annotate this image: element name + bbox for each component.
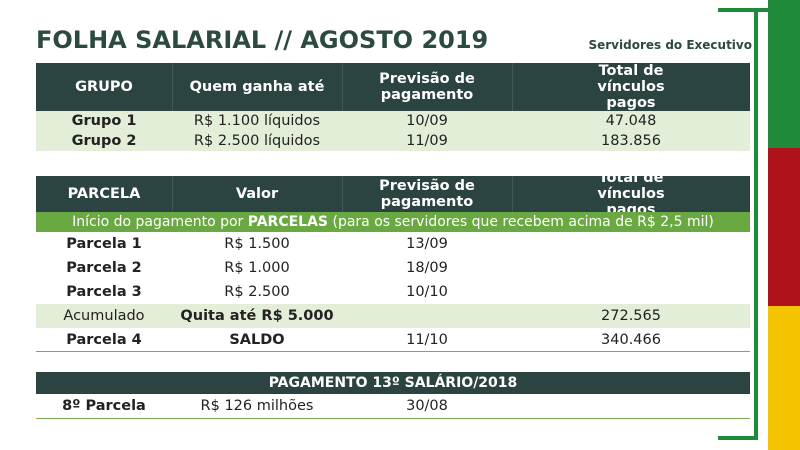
flag-red-bar: [768, 148, 800, 306]
cell-previsao: 30/08: [406, 398, 448, 414]
cell-previsao: [342, 304, 512, 328]
cell-valor: R$ 1.000: [224, 260, 290, 276]
cell-parcela: Parcela 2: [66, 260, 142, 276]
page-subtitle: Servidores do Executivo: [588, 38, 752, 52]
header-total: Total de vínculos pagos: [597, 63, 665, 111]
thirteenth-salary-table: PAGAMENTO 13º SALÁRIO/2018 8º Parcela R$…: [36, 372, 750, 419]
table-row: Grupo 1 R$ 1.100 líquidos 10/09 47.048: [36, 111, 750, 131]
header-total: Total de vínculos pagos: [597, 170, 665, 218]
frame-line-top: [718, 8, 768, 12]
cell-valor: R$ 126 milhões: [200, 398, 314, 414]
header-previsao: Previsão de pagamento: [379, 178, 475, 210]
page-title: FOLHA SALARIAL // AGOSTO 2019: [36, 26, 489, 54]
cell-quem-ganha: R$ 2.500 líquidos: [193, 133, 321, 149]
cell-grupo: Grupo 2: [71, 133, 137, 149]
cell-parcela: Parcela 4: [66, 332, 142, 348]
cell-parcela: Parcela 3: [66, 284, 142, 300]
groups-table: GRUPO Quem ganha até Previsão de pagamen…: [36, 63, 750, 151]
cell-grupo: Grupo 1: [71, 113, 137, 129]
cell-previsao: 10/09: [406, 113, 448, 129]
flag-yellow-bar: [768, 306, 800, 450]
cell-total: [512, 280, 750, 304]
cell-quem-ganha: R$ 1.100 líquidos: [193, 113, 321, 129]
cell-valor: Quita até R$ 5.000: [180, 308, 334, 324]
header-grupo: GRUPO: [75, 79, 133, 95]
cell-total: 183.856: [601, 133, 661, 149]
cell-previsao: 18/09: [406, 260, 448, 276]
table-row-accumulated: Acumulado Quita até R$ 5.000 272.565: [36, 304, 750, 328]
cell-valor: SALDO: [229, 332, 285, 348]
groups-table-header: GRUPO Quem ganha até Previsão de pagamen…: [36, 63, 750, 111]
cell-total: [512, 256, 750, 280]
cell-previsao: 11/09: [406, 133, 448, 149]
groups-table-body: Grupo 1 R$ 1.100 líquidos 10/09 47.048 G…: [36, 111, 750, 151]
parcels-table: PARCELA Valor Previsão de pagamento Tota…: [36, 170, 750, 352]
thirteenth-salary-header: PAGAMENTO 13º SALÁRIO/2018: [36, 372, 750, 394]
table-bottom-rule: [36, 351, 750, 352]
header-previsao: Previsão de pagamento: [379, 71, 475, 103]
cell-parcela: 8º Parcela: [62, 398, 146, 414]
cell-parcela: Parcela 1: [66, 236, 142, 252]
header-quem-ganha: Quem ganha até: [189, 79, 325, 95]
table-row: 8º Parcela R$ 126 milhões 30/08: [36, 394, 750, 418]
flag-green-bar: [768, 0, 800, 148]
cell-previsao: 13/09: [406, 236, 448, 252]
cell-previsao: 10/10: [406, 284, 448, 300]
table-row: Parcela 4 SALDO 11/10 340.466: [36, 328, 750, 352]
table-row: Grupo 2 R$ 2.500 líquidos 11/09 183.856: [36, 131, 750, 151]
parcels-banner: Início do pagamento por PARCELAS (para o…: [36, 212, 750, 232]
cell-total: 272.565: [601, 308, 661, 324]
header-valor: Valor: [235, 186, 279, 202]
table-row: Parcela 1 R$ 1.500 13/09: [36, 232, 750, 256]
frame-line-side: [754, 8, 758, 440]
frame-line-bottom: [718, 436, 758, 440]
table-row: Parcela 2 R$ 1.000 18/09: [36, 256, 750, 280]
cell-valor: R$ 1.500: [224, 236, 290, 252]
cell-previsao: 11/10: [406, 332, 448, 348]
cell-total: 340.466: [601, 332, 661, 348]
cell-valor: R$ 2.500: [224, 284, 290, 300]
cell-total: [512, 232, 750, 256]
cell-parcela: Acumulado: [63, 308, 145, 324]
parcels-table-header: PARCELA Valor Previsão de pagamento Tota…: [36, 170, 750, 218]
table-bottom-rule: [36, 418, 750, 419]
cell-total: 47.048: [605, 113, 657, 129]
table-row: Parcela 3 R$ 2.500 10/10: [36, 280, 750, 304]
header-parcela: PARCELA: [67, 186, 141, 202]
